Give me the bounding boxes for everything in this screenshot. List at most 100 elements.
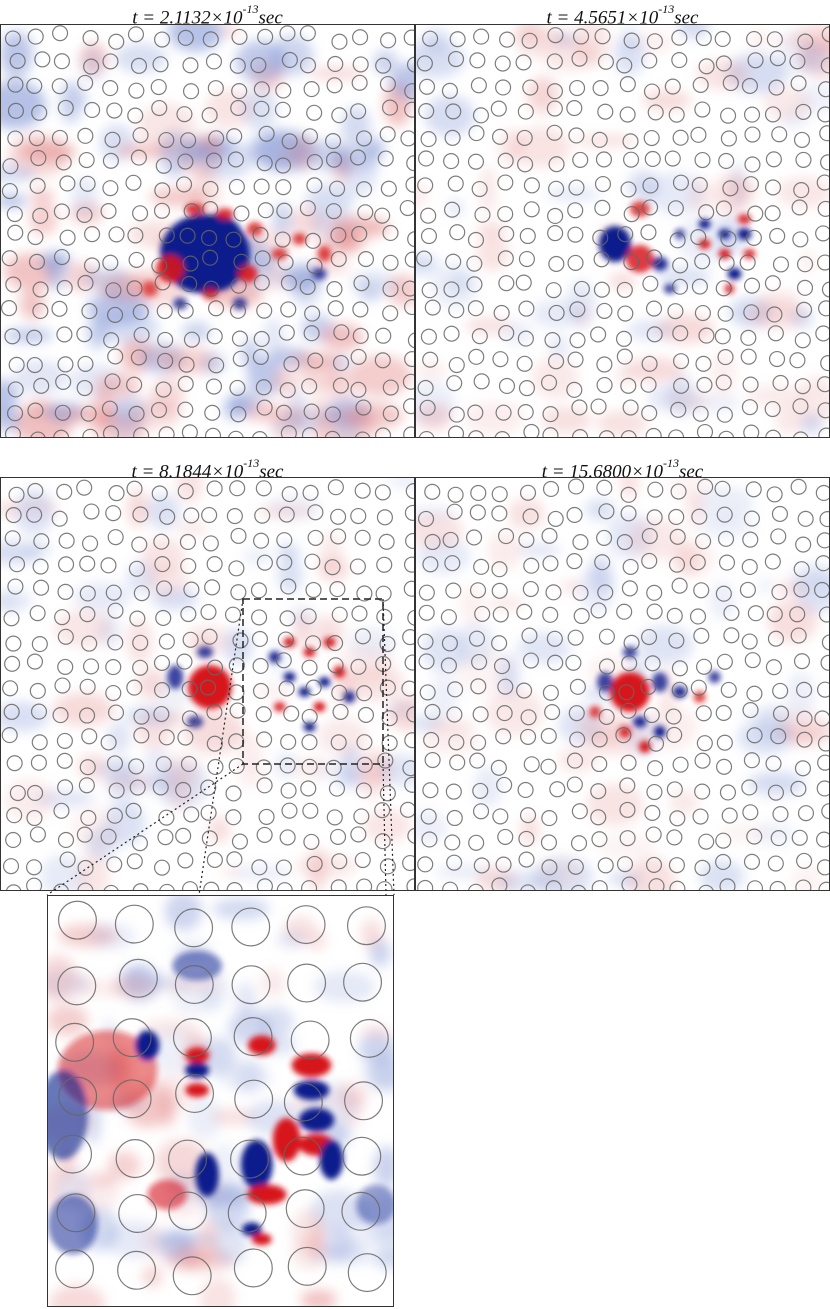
scatterer xyxy=(569,79,586,97)
scatterer xyxy=(470,484,487,502)
scatterer xyxy=(424,533,441,551)
scatterer xyxy=(232,350,249,367)
scatterer xyxy=(107,602,124,619)
scatterer xyxy=(546,124,563,141)
scatterer xyxy=(107,529,124,546)
scatterer xyxy=(793,131,811,148)
scatterer xyxy=(596,302,613,319)
scatterer xyxy=(523,557,540,574)
scatterer xyxy=(445,582,462,599)
scatterer xyxy=(741,399,758,416)
scatterer xyxy=(767,784,785,801)
scatterer xyxy=(642,275,659,292)
scatterer xyxy=(420,227,438,245)
scatterer xyxy=(493,658,511,675)
scatterer xyxy=(28,130,45,147)
scatterer xyxy=(202,201,219,218)
field-map-2 xyxy=(416,25,829,437)
scatterer xyxy=(154,182,171,199)
scatterer xyxy=(566,752,584,769)
scatterer xyxy=(622,133,639,150)
scatterer xyxy=(442,881,459,890)
scatterer xyxy=(499,31,516,48)
scatterer xyxy=(102,152,119,169)
scatterer xyxy=(31,104,48,121)
scatterer xyxy=(622,399,639,416)
scatterer xyxy=(375,327,392,344)
scatterer xyxy=(279,25,296,42)
scatterer xyxy=(2,858,20,875)
scatterer xyxy=(715,374,732,391)
scatterer xyxy=(468,125,485,142)
scatterer xyxy=(566,553,583,570)
scatterer xyxy=(420,808,437,825)
scatterer xyxy=(641,355,658,372)
scatterer xyxy=(202,180,219,198)
scatterer xyxy=(443,325,460,342)
scatterer xyxy=(540,727,557,745)
scatterer xyxy=(374,207,391,224)
scatterer xyxy=(5,884,22,890)
scatterer xyxy=(183,806,200,823)
scatterer xyxy=(303,403,320,420)
scatterer xyxy=(717,530,735,547)
scatterer xyxy=(176,106,193,123)
scatterer-lattice xyxy=(416,26,829,437)
scatterer xyxy=(690,229,707,246)
scatterer xyxy=(542,555,559,572)
scatterer xyxy=(698,833,715,850)
scatterer xyxy=(617,226,634,243)
scatterer xyxy=(497,828,514,845)
scatterer xyxy=(490,100,507,117)
scatterer xyxy=(79,175,96,192)
scatterer xyxy=(567,478,585,495)
scatterer xyxy=(597,53,614,70)
scatterer xyxy=(449,754,466,771)
scatterer xyxy=(332,703,349,720)
scatterer xyxy=(403,580,414,597)
scatterer xyxy=(151,257,168,274)
scatterer xyxy=(422,351,439,368)
scatterer xyxy=(419,399,436,416)
scatterer xyxy=(30,149,47,167)
scatterer xyxy=(598,658,616,675)
scatterer xyxy=(591,755,608,773)
scatterer xyxy=(715,55,732,72)
scatterer xyxy=(496,776,513,793)
scatterer xyxy=(689,554,706,571)
scatterer xyxy=(719,784,736,801)
scatterer xyxy=(350,826,367,843)
scatterer xyxy=(202,249,219,266)
scatterer xyxy=(4,426,22,437)
scatterer xyxy=(346,906,386,946)
scatterer xyxy=(449,224,466,241)
scatterer xyxy=(815,325,829,342)
scatterer xyxy=(417,633,434,650)
scatterer xyxy=(375,585,392,602)
scatterer xyxy=(112,1079,152,1119)
scatterer xyxy=(399,199,414,217)
scatterer xyxy=(470,77,487,94)
scatterer xyxy=(695,533,712,550)
scatterer xyxy=(769,227,786,244)
scatterer xyxy=(744,126,761,143)
scatterer xyxy=(772,682,789,699)
scatterer xyxy=(794,760,812,777)
scatterer xyxy=(179,533,196,551)
scatterer xyxy=(183,331,201,348)
scatterer xyxy=(789,53,806,70)
scatterer xyxy=(306,177,323,194)
scatterer xyxy=(376,881,393,890)
scatterer xyxy=(253,330,270,348)
scatterer xyxy=(766,306,783,323)
scatterer xyxy=(78,777,95,794)
scatterer xyxy=(792,231,809,248)
scatterer xyxy=(421,282,438,299)
scatterer xyxy=(252,226,269,244)
scatterer xyxy=(591,131,608,148)
scatterer xyxy=(406,56,414,73)
time-mantissa: 2.1132×10 xyxy=(159,7,243,29)
scatterer xyxy=(497,250,514,267)
scatterer xyxy=(181,275,198,293)
scatterer xyxy=(597,103,614,120)
